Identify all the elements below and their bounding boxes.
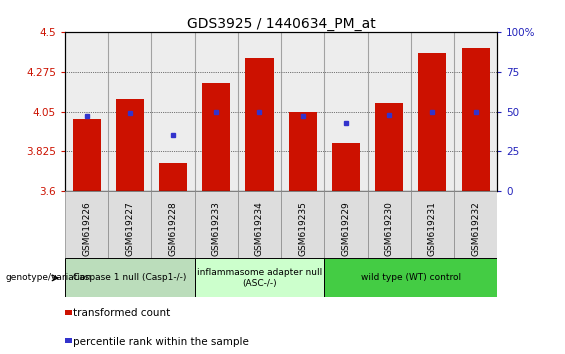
Bar <box>281 191 324 258</box>
Bar <box>202 83 231 191</box>
Bar <box>289 112 317 191</box>
Bar <box>159 163 187 191</box>
Bar <box>245 58 273 191</box>
Bar <box>116 99 144 191</box>
Text: wild type (WT) control: wild type (WT) control <box>360 273 461 282</box>
Title: GDS3925 / 1440634_PM_at: GDS3925 / 1440634_PM_at <box>186 17 376 31</box>
Bar <box>151 191 194 258</box>
Bar <box>324 191 368 258</box>
Bar <box>238 32 281 191</box>
Text: transformed count: transformed count <box>73 308 171 318</box>
Bar <box>411 191 454 258</box>
Bar <box>462 48 490 191</box>
Text: GSM619231: GSM619231 <box>428 201 437 256</box>
Text: GSM619226: GSM619226 <box>82 201 91 256</box>
Bar <box>108 32 151 191</box>
Bar <box>411 32 454 191</box>
Text: inflammasome adapter null
(ASC-/-): inflammasome adapter null (ASC-/-) <box>197 268 322 287</box>
Bar <box>194 191 238 258</box>
Bar <box>65 258 194 297</box>
Text: GSM619235: GSM619235 <box>298 201 307 256</box>
Text: GSM619232: GSM619232 <box>471 201 480 256</box>
Bar <box>454 32 497 191</box>
Text: GSM619227: GSM619227 <box>125 201 134 256</box>
Bar <box>194 258 324 297</box>
Bar <box>65 32 108 191</box>
Bar <box>324 258 497 297</box>
Text: GSM619230: GSM619230 <box>385 201 394 256</box>
Bar <box>72 119 101 191</box>
Text: GSM619229: GSM619229 <box>341 201 350 256</box>
Bar <box>375 103 403 191</box>
Bar <box>332 143 360 191</box>
Bar <box>324 32 368 191</box>
Text: GSM619233: GSM619233 <box>212 201 221 256</box>
Text: GSM619234: GSM619234 <box>255 201 264 256</box>
Bar <box>418 53 446 191</box>
Bar <box>151 32 194 191</box>
Bar <box>281 32 324 191</box>
Bar <box>367 191 411 258</box>
Text: genotype/variation: genotype/variation <box>6 273 92 282</box>
Bar <box>65 191 108 258</box>
Text: percentile rank within the sample: percentile rank within the sample <box>73 337 249 347</box>
Bar <box>367 32 411 191</box>
Bar <box>454 191 497 258</box>
Bar <box>194 32 238 191</box>
Bar <box>238 191 281 258</box>
Bar <box>108 191 151 258</box>
Text: Caspase 1 null (Casp1-/-): Caspase 1 null (Casp1-/-) <box>73 273 186 282</box>
Text: GSM619228: GSM619228 <box>168 201 177 256</box>
